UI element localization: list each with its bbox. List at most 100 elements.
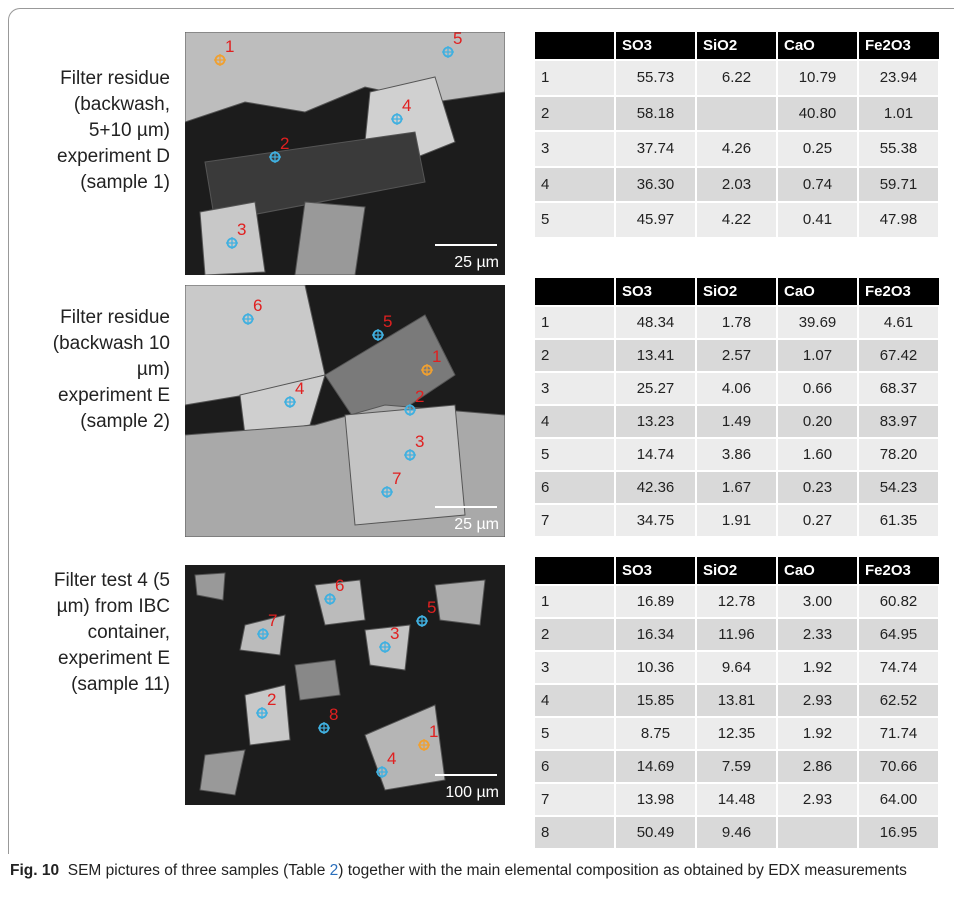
header-cell	[534, 557, 615, 585]
sem-image: 123456725 µm	[185, 285, 505, 537]
table-cell: 34.75	[615, 504, 696, 537]
page: Filter residue(backwash,5+10 µm)experime…	[0, 0, 955, 921]
table-cell: 14.69	[615, 750, 696, 783]
table-row: 213.412.571.0767.42	[534, 339, 939, 372]
label-line: Filter test 4 (5	[0, 568, 170, 594]
marker-label: 5	[383, 312, 392, 331]
table-cell: 4	[534, 684, 615, 717]
label-line: Filter residue	[0, 305, 170, 331]
table-row: 413.231.490.2083.97	[534, 405, 939, 438]
table-cell: 4.22	[696, 202, 777, 238]
sample-label: Filter test 4 (5µm) from IBCcontainer,ex…	[0, 568, 170, 698]
caption-text: SEM pictures of three samples (Table	[68, 862, 326, 879]
label-line: Filter residue	[0, 66, 170, 92]
table-cell: 3.00	[777, 585, 858, 618]
scale-bar-label: 100 µm	[445, 784, 499, 801]
label-line: experiment D	[0, 144, 170, 170]
particle	[435, 580, 485, 625]
sem-image: 12345678100 µm	[185, 565, 505, 805]
label-line: (backwash 10	[0, 331, 170, 357]
marker-label: 1	[432, 347, 441, 366]
table-cell: 0.74	[777, 167, 858, 203]
table-cell: 13.81	[696, 684, 777, 717]
table-cell: 0.23	[777, 471, 858, 504]
table-cell: 48.34	[615, 306, 696, 339]
table-cell: 16.34	[615, 618, 696, 651]
table-cell: 67.42	[858, 339, 939, 372]
marker-label: 4	[402, 96, 411, 115]
table-cell: 0.20	[777, 405, 858, 438]
marker-label: 2	[267, 690, 276, 709]
caption-label: Fig. 10	[10, 862, 59, 879]
header-cell: SO3	[615, 32, 696, 60]
table-cell: 45.97	[615, 202, 696, 238]
table-cell: 2.03	[696, 167, 777, 203]
table-cell: 13.23	[615, 405, 696, 438]
table-cell: 3	[534, 372, 615, 405]
caption-ref[interactable]: 2	[330, 862, 339, 879]
table-cell: 0.27	[777, 504, 858, 537]
caption-text-end: ) together with the main elemental compo…	[338, 862, 907, 879]
marker-label: 6	[335, 576, 344, 595]
table-cell: 1.92	[777, 717, 858, 750]
table-cell	[777, 816, 858, 849]
table-cell: 37.74	[615, 131, 696, 167]
table-cell: 36.30	[615, 167, 696, 203]
table-cell: 5	[534, 202, 615, 238]
table-cell: 9.64	[696, 651, 777, 684]
table-cell	[696, 96, 777, 132]
header-cell: CaO	[777, 278, 858, 306]
label-line: µm) from IBC	[0, 594, 170, 620]
table-cell: 15.85	[615, 684, 696, 717]
table-cell: 55.38	[858, 131, 939, 167]
table-cell: 6	[534, 750, 615, 783]
table-cell: 10.36	[615, 651, 696, 684]
label-line: (backwash,	[0, 92, 170, 118]
table-cell: 74.74	[858, 651, 939, 684]
table-row: 514.743.861.6078.20	[534, 438, 939, 471]
table-cell: 40.80	[777, 96, 858, 132]
table-cell: 7.59	[696, 750, 777, 783]
header-cell: CaO	[777, 557, 858, 585]
particle	[295, 202, 365, 275]
table-cell: 7	[534, 504, 615, 537]
caption: Fig. 10 SEM pictures of three samples (T…	[10, 858, 945, 883]
table-row: 148.341.7839.694.61	[534, 306, 939, 339]
table-cell: 2	[534, 96, 615, 132]
table-cell: 16.95	[858, 816, 939, 849]
table-cell: 60.82	[858, 585, 939, 618]
table-cell: 14.74	[615, 438, 696, 471]
header-cell: CaO	[777, 32, 858, 60]
table-cell: 14.48	[696, 783, 777, 816]
label-line: experiment E	[0, 383, 170, 409]
table-cell: 68.37	[858, 372, 939, 405]
marker-label: 3	[415, 432, 424, 451]
marker-label: 5	[427, 598, 436, 617]
header-cell: SiO2	[696, 557, 777, 585]
table-cell: 83.97	[858, 405, 939, 438]
table-cell: 6.22	[696, 60, 777, 96]
table-cell: 2.86	[777, 750, 858, 783]
label-line: (sample 11)	[0, 672, 170, 698]
table-cell: 2.93	[777, 684, 858, 717]
sample-label: Filter residue(backwash,5+10 µm)experime…	[0, 66, 170, 196]
composition-table: SO3SiO2CaOFe2O3148.341.7839.694.61213.41…	[533, 278, 940, 538]
table-cell: 78.20	[858, 438, 939, 471]
table-cell: 58.18	[615, 96, 696, 132]
table-cell: 39.69	[777, 306, 858, 339]
table-cell: 12.35	[696, 717, 777, 750]
table-cell: 4.61	[858, 306, 939, 339]
table-row: 734.751.910.2761.35	[534, 504, 939, 537]
header-cell: Fe2O3	[858, 557, 939, 585]
table-cell: 54.23	[858, 471, 939, 504]
